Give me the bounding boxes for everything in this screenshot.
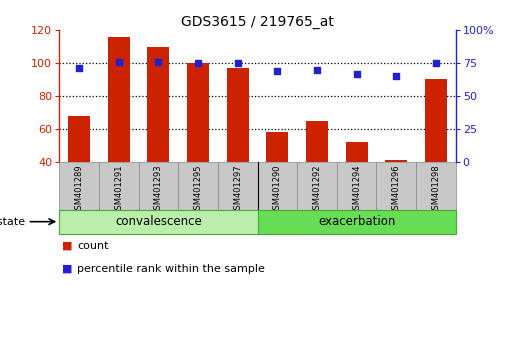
Bar: [187, 63, 209, 228]
Text: convalescence: convalescence: [115, 215, 202, 228]
Point: [273, 68, 281, 74]
Point: [313, 67, 321, 73]
Bar: [266, 132, 288, 228]
Point: [234, 60, 242, 66]
Bar: [227, 68, 249, 228]
Point: [154, 59, 163, 64]
Point: [114, 59, 123, 64]
Bar: [258, 210, 456, 234]
Text: GSM401290: GSM401290: [273, 164, 282, 215]
Bar: [297, 162, 337, 210]
Bar: [59, 162, 99, 210]
Text: disease state: disease state: [0, 217, 26, 227]
Bar: [385, 160, 407, 228]
Point: [352, 71, 360, 76]
Text: exacerbation: exacerbation: [318, 215, 396, 228]
Bar: [99, 162, 139, 210]
Bar: [425, 80, 447, 228]
Text: GSM401293: GSM401293: [154, 164, 163, 215]
Text: percentile rank within the sample: percentile rank within the sample: [77, 264, 265, 274]
Point: [75, 65, 83, 71]
Text: GSM401294: GSM401294: [352, 164, 361, 215]
Text: GSM401289: GSM401289: [75, 164, 83, 215]
Bar: [337, 162, 376, 210]
Text: GSM401296: GSM401296: [392, 164, 401, 215]
Point: [194, 60, 202, 66]
Point: [392, 73, 401, 79]
Text: ■: ■: [62, 241, 72, 251]
Text: GSM401291: GSM401291: [114, 164, 123, 215]
Text: GSM401298: GSM401298: [432, 164, 440, 215]
Bar: [346, 142, 368, 228]
Bar: [108, 37, 130, 228]
Bar: [416, 162, 456, 210]
Bar: [218, 162, 258, 210]
Bar: [68, 116, 90, 228]
Text: GSM401297: GSM401297: [233, 164, 242, 215]
Bar: [178, 162, 218, 210]
Bar: [306, 121, 328, 228]
Text: GSM401295: GSM401295: [194, 164, 202, 215]
Bar: [258, 162, 297, 210]
Text: ■: ■: [62, 264, 72, 274]
Text: GSM401292: GSM401292: [313, 164, 321, 215]
Title: GDS3615 / 219765_at: GDS3615 / 219765_at: [181, 15, 334, 29]
Point: [432, 60, 440, 66]
Bar: [376, 162, 416, 210]
Bar: [59, 210, 258, 234]
Text: count: count: [77, 241, 109, 251]
Bar: [139, 162, 178, 210]
Bar: [147, 47, 169, 228]
